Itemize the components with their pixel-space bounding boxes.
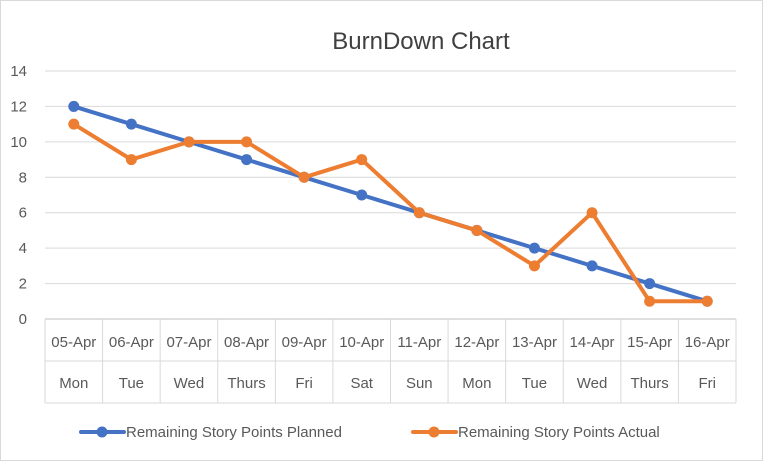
data-point — [125, 118, 137, 130]
data-point — [356, 154, 368, 166]
series-lines — [68, 100, 713, 307]
x-tick-label: 15-Apr — [627, 334, 672, 351]
y-tick-label: 4 — [19, 240, 27, 257]
y-tick-label: 14 — [10, 63, 27, 80]
series-planned — [68, 100, 713, 307]
series-actual — [68, 118, 713, 307]
x-tick-label: 06-Apr — [109, 334, 154, 351]
day-label: Tue — [119, 375, 144, 392]
data-point — [125, 154, 137, 166]
legend-marker — [428, 426, 440, 438]
data-point — [241, 154, 253, 166]
x-tick-label: 13-Apr — [512, 334, 557, 351]
day-label: Fri — [698, 375, 716, 392]
data-point — [298, 171, 310, 183]
day-label: Mon — [59, 375, 88, 392]
day-label: Wed — [577, 375, 608, 392]
data-point — [586, 260, 598, 272]
data-point — [701, 295, 713, 307]
day-label: Thurs — [630, 375, 668, 392]
x-tick-label: 16-Apr — [685, 334, 730, 351]
value-axis: 0 2 4 6 8 10 12 14 — [10, 63, 27, 328]
x-tick-label: 05-Apr — [51, 334, 96, 351]
legend-entry: Remaining Story Points Planned — [79, 424, 342, 441]
data-point — [241, 136, 253, 148]
data-point — [528, 260, 540, 272]
data-point — [183, 136, 195, 148]
y-tick-label: 12 — [10, 98, 27, 115]
data-point — [356, 189, 368, 201]
y-tick-label: 10 — [10, 134, 27, 151]
legend-marker — [96, 426, 108, 438]
data-point — [471, 224, 483, 236]
data-point — [586, 207, 598, 219]
data-point — [68, 100, 80, 112]
legend-label: Remaining Story Points Planned — [126, 424, 342, 441]
x-tick-label: 12-Apr — [454, 334, 499, 351]
data-point — [528, 242, 540, 254]
chart-title: BurnDown Chart — [332, 28, 510, 55]
day-label: Wed — [174, 375, 205, 392]
day-label: Thurs — [227, 375, 265, 392]
legend-entry: Remaining Story Points Actual — [411, 424, 660, 441]
data-point — [644, 295, 656, 307]
series-line — [71, 104, 710, 304]
y-tick-label: 8 — [19, 169, 27, 186]
y-tick-label: 6 — [19, 205, 27, 222]
data-point — [68, 118, 80, 130]
day-label: Fri — [295, 375, 313, 392]
legend-label: Remaining Story Points Actual — [458, 424, 660, 441]
category-axis: 05-Apr Mon 06-Apr Tue 07-Apr Wed 08-Apr Thurs 09… — [44, 319, 737, 404]
x-tick-label: 07-Apr — [166, 334, 211, 351]
y-tick-label: 2 — [19, 276, 27, 293]
data-point — [413, 207, 425, 219]
x-tick-label: 14-Apr — [570, 334, 615, 351]
x-tick-label: 08-Apr — [224, 334, 269, 351]
day-label: Mon — [462, 375, 491, 392]
day-label: Tue — [522, 375, 547, 392]
x-tick-label: 10-Apr — [339, 334, 384, 351]
gridlines — [45, 70, 736, 320]
series-line — [71, 122, 710, 304]
y-tick-label: 0 — [19, 311, 27, 328]
data-point — [644, 278, 656, 290]
x-tick-label: 11-Apr — [397, 334, 441, 351]
day-label: Sun — [406, 375, 433, 392]
day-label: Sat — [350, 375, 373, 392]
legend: Remaining Story Points Planned Remaining … — [79, 424, 660, 441]
x-tick-label: 09-Apr — [282, 334, 327, 351]
